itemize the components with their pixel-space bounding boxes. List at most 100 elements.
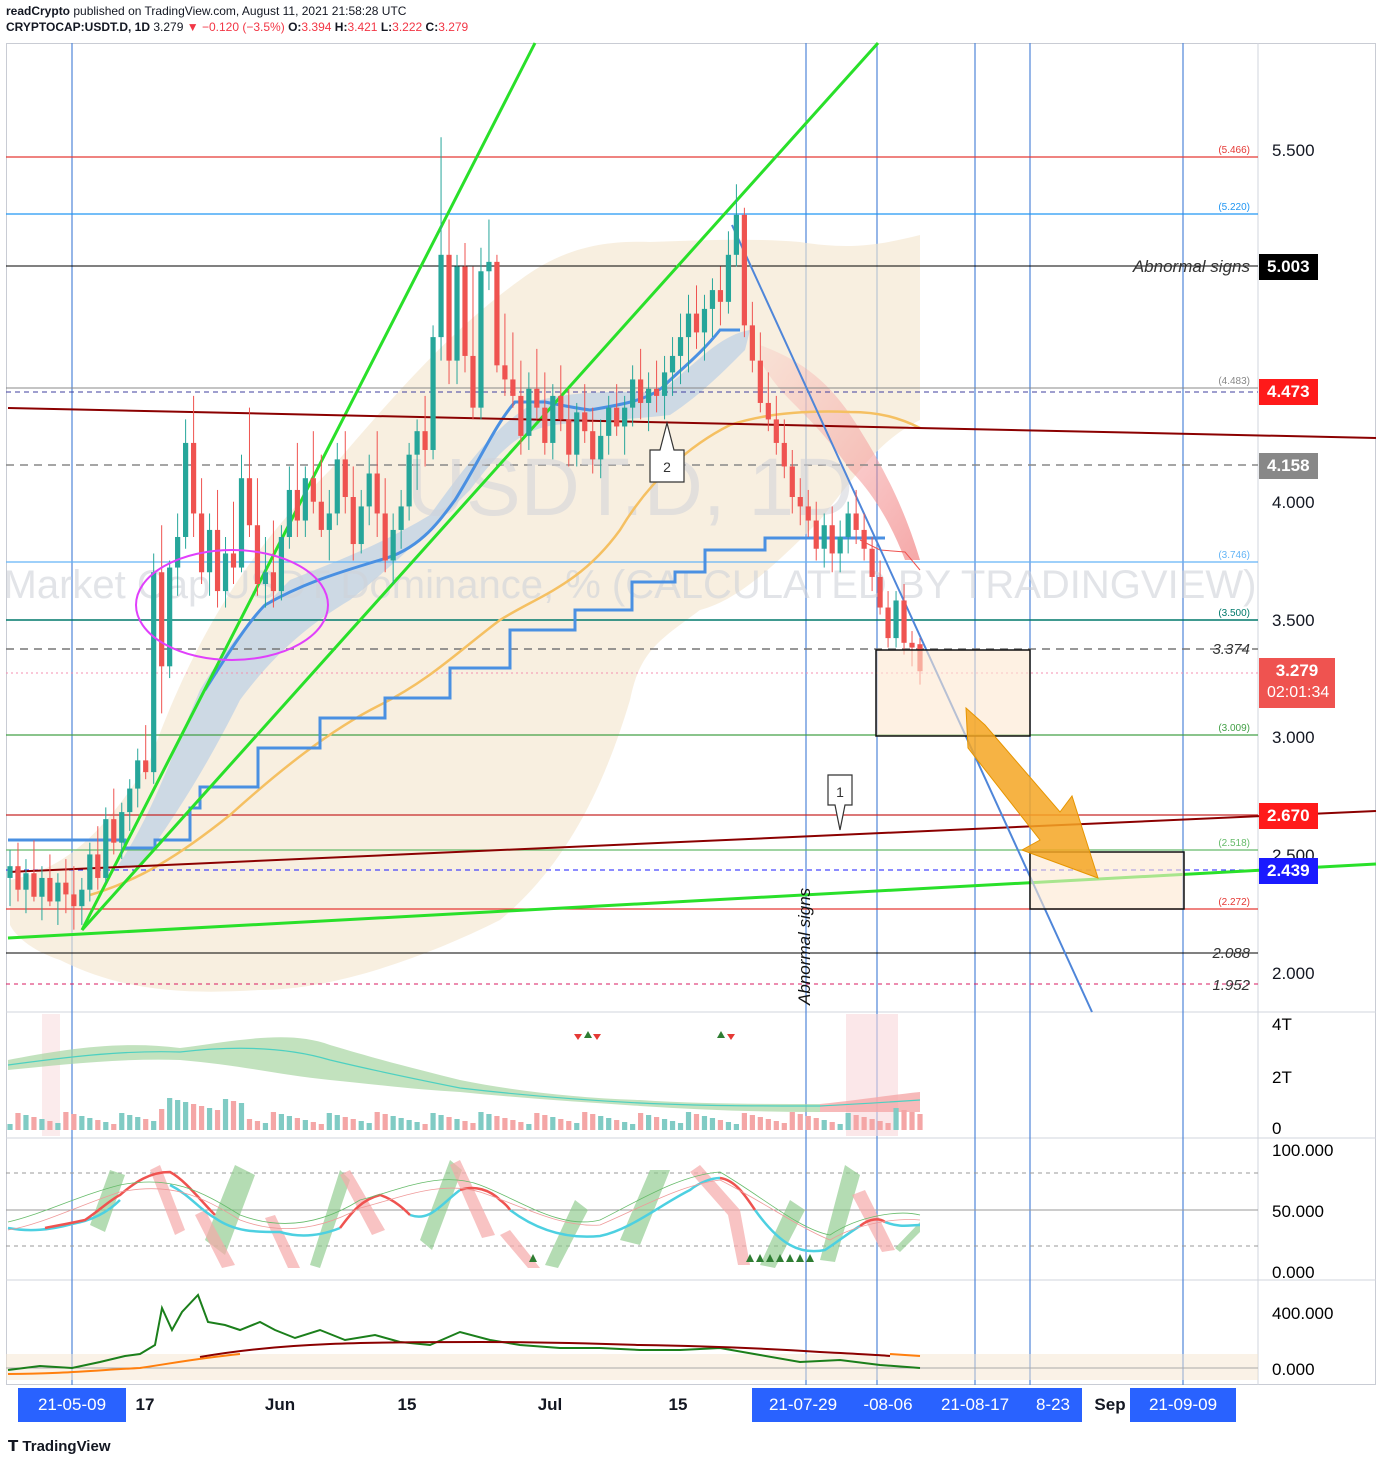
candle-body (845, 513, 851, 537)
volume-bar (598, 1116, 604, 1130)
level-label-3500: (3.500) (1218, 608, 1250, 619)
osc-100: 100.000 (1272, 1141, 1333, 1160)
candle-body (566, 419, 572, 455)
italic-level-2088: 2.088 (1211, 945, 1250, 962)
callout-2-label: 2 (663, 459, 671, 475)
volume-bar (741, 1113, 747, 1130)
volume-bar (230, 1101, 237, 1130)
bar-countdown: 02:01:34 (1267, 684, 1330, 701)
candle-body (685, 313, 692, 338)
volume-bar (693, 1114, 700, 1130)
candle-body (781, 442, 787, 467)
ohlc-close: 3.279 (438, 20, 469, 34)
red-thin-line (859, 539, 921, 571)
volume-bar (677, 1123, 684, 1130)
volume-bar (430, 1113, 436, 1130)
volume-2t: 2T (1272, 1068, 1292, 1087)
chart-frame[interactable] (6, 43, 1376, 1385)
time-tick-8-23: 8-23 (1024, 1388, 1082, 1422)
last-price: 3.279 (153, 20, 184, 34)
candle-body (598, 435, 604, 460)
candle-body (638, 379, 644, 403)
volume-bar (342, 1117, 348, 1130)
volume-bar (590, 1114, 596, 1130)
candle-body (143, 760, 149, 773)
volume-bar (781, 1123, 787, 1130)
volume-bar (749, 1115, 755, 1130)
tradingview-logo[interactable]: 𝗧 TradingView (8, 1437, 111, 1455)
volume-bar (550, 1117, 556, 1130)
candle-body (622, 407, 628, 427)
price-axis: 5.500 4.000 3.500 3.000 2.500 2.000 (1272, 141, 1315, 983)
volume-bar (214, 1110, 221, 1130)
candle-body (31, 873, 37, 897)
price-change: −0.120 (−3.5%) (201, 20, 285, 34)
candle-body (430, 337, 436, 450)
time-tick-21-07-29: 21-07-29 (752, 1388, 854, 1422)
price-badge-5003: 5.003 (1259, 254, 1318, 280)
volume-bar (829, 1122, 835, 1130)
candle-body (326, 513, 332, 530)
candle-body (294, 489, 300, 521)
volume-bar (757, 1117, 763, 1130)
volume-bar (534, 1113, 540, 1130)
candle-body (15, 866, 21, 890)
volume-bar (821, 1120, 827, 1130)
callout-1: 1 (827, 774, 853, 831)
candle-body (47, 877, 53, 902)
candle-body (645, 388, 652, 403)
candle-body (334, 459, 340, 514)
volume-bar (813, 1118, 819, 1130)
price-badge-4158: 4.158 (1259, 453, 1318, 479)
volume-bar (254, 1121, 261, 1130)
candle-body (542, 407, 548, 443)
ohlc-o-label: O: (288, 20, 302, 34)
step-line (8, 536, 885, 850)
candle-body (366, 473, 372, 507)
target-box-upper[interactable] (875, 649, 1031, 737)
volume-bar (119, 1113, 125, 1130)
volume-bar (797, 1114, 803, 1130)
volume-bar (278, 1114, 285, 1130)
volume-bar (622, 1122, 628, 1130)
osc2-0: 0.000 (1272, 1360, 1315, 1379)
candle-body (478, 271, 484, 408)
time-tick-jun: Jun (264, 1395, 296, 1414)
candle-body (677, 337, 684, 356)
candle-body (741, 214, 747, 326)
candle-body (135, 760, 141, 789)
candle-body (382, 513, 388, 561)
price-badge-2439: 2.439 (1259, 858, 1318, 884)
candle-body (725, 254, 732, 302)
volume-bar (901, 1110, 907, 1130)
ohlc-high: 3.421 (347, 20, 378, 34)
candle-body (7, 866, 13, 878)
volume-bar (7, 1124, 13, 1130)
volume-4t: 4T (1272, 1015, 1292, 1034)
volume-bar (143, 1119, 149, 1130)
volume-bar (406, 1120, 412, 1130)
candle-body (390, 529, 396, 561)
forecast-arrow (965, 706, 1099, 879)
volume-bar (510, 1120, 516, 1130)
candle-body (693, 313, 700, 333)
candle-body (510, 379, 516, 396)
volume-bar (669, 1121, 676, 1130)
volume-bar (877, 1121, 883, 1130)
panel-separators (6, 43, 1376, 1385)
volume-bar (350, 1119, 356, 1130)
volume-signal-markers (574, 1031, 735, 1040)
candle-body (318, 501, 324, 530)
volume-bar (542, 1115, 548, 1130)
level-labels: (5.466) (5.220) (4.483) (3.746) (3.500) … (1218, 145, 1250, 908)
current-price: 3.279 (1275, 661, 1319, 680)
volume-bar (222, 1099, 229, 1130)
candle-body (733, 214, 740, 255)
osc-0: 0.000 (1272, 1263, 1315, 1282)
volume-bar (502, 1118, 508, 1130)
price-tick-4000: 4.000 (1272, 493, 1315, 512)
candle-body (302, 478, 308, 521)
volume-bar (302, 1120, 308, 1130)
italic-level-3374: 3.374 (1212, 641, 1250, 658)
